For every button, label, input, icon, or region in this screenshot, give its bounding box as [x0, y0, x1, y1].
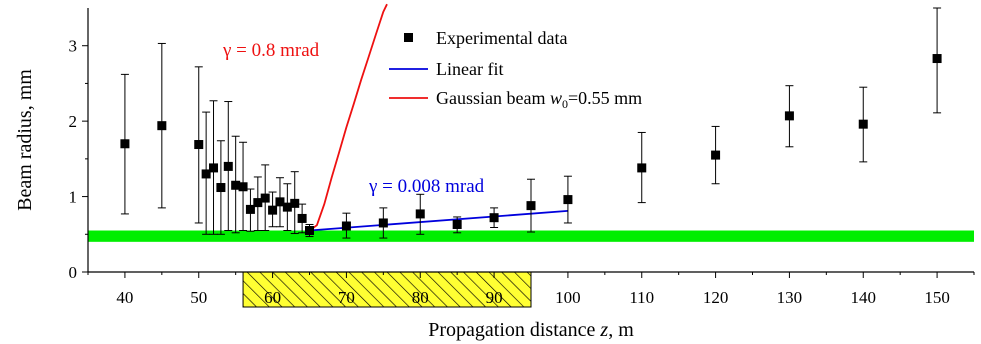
legend-label-experimental: Experimental data [436, 28, 567, 48]
data-point [489, 213, 499, 223]
x-axis-label-main: Propagation distance [428, 319, 600, 341]
x-axis-label-unit: , m [608, 319, 634, 341]
hatched-region [242, 271, 532, 308]
legend-gaussian-var: w [550, 88, 562, 108]
y-tick-label: 3 [69, 37, 78, 56]
data-point [238, 182, 248, 192]
data-point [563, 195, 573, 205]
x-tick-label: 80 [412, 288, 429, 307]
data-point [297, 213, 307, 223]
data-point [415, 209, 425, 219]
data-point [216, 183, 226, 193]
series-layer [120, 3, 942, 239]
data-point [526, 201, 536, 211]
data-point [282, 202, 292, 212]
x-tick-label: 100 [555, 288, 581, 307]
legend-marker-experimental [404, 33, 413, 42]
x-tick-label: 150 [924, 288, 950, 307]
x-tick-label: 60 [264, 288, 281, 307]
data-point [260, 193, 270, 203]
legend: Experimental data Linear fit Gaussian beam… [389, 28, 642, 111]
data-point [223, 161, 233, 171]
x-tick-label: 130 [777, 288, 803, 307]
x-tick-label: 110 [629, 288, 654, 307]
x-axis-label-var: z [599, 319, 608, 341]
y-tick-label: 1 [69, 188, 78, 207]
data-point [275, 197, 285, 207]
data-point [194, 140, 204, 150]
y-tick-label: 2 [69, 112, 78, 131]
data-point [932, 54, 942, 64]
data-point [209, 163, 219, 173]
x-tick-label: 140 [851, 288, 877, 307]
gaussian-beam-curve [308, 3, 388, 232]
linear-fit-line [309, 210, 568, 232]
data-point [253, 198, 263, 208]
x-tick-label: 120 [703, 288, 729, 307]
legend-label-gaussian: Gaussian beam w0=0.55 mm [436, 88, 642, 111]
legend-gaussian-prefix: Gaussian beam [436, 88, 550, 108]
data-point [637, 163, 647, 173]
legend-label-linear: Linear fit [436, 59, 503, 79]
data-point [378, 218, 388, 228]
data-point [201, 169, 211, 179]
y-axis-label: Beam radius, mm [14, 69, 36, 211]
axes-layer: 40 50 60 70 80 90 100 110 120 130 140 150 0 1 2 3 Propag… [14, 8, 975, 341]
x-tick-label: 50 [190, 288, 207, 307]
legend-gaussian-sub: 0 [562, 97, 568, 111]
x-tick-label: 90 [486, 288, 503, 307]
data-point [290, 198, 300, 208]
x-tick-label: 70 [338, 288, 355, 307]
data-point [711, 150, 721, 160]
data-point [268, 205, 278, 215]
data-point [305, 226, 314, 236]
data-point [341, 221, 351, 231]
data-point [452, 219, 462, 229]
annotations-layer: γ = 0.8 mrad γ = 0.008 mrad [222, 40, 485, 197]
data-point [858, 119, 868, 129]
data-point [120, 139, 130, 149]
data-point [231, 180, 241, 190]
y-tick-label: 0 [69, 263, 78, 282]
x-axis-label: Propagation distance z, m [428, 319, 634, 341]
linear-divergence-annotation: γ = 0.008 mrad [368, 176, 485, 197]
x-tick-label: 40 [116, 288, 133, 307]
green-band [88, 230, 974, 242]
data-point [245, 204, 255, 214]
legend-gaussian-suffix: =0.55 mm [568, 88, 642, 108]
data-point [157, 121, 167, 131]
data-point [784, 111, 794, 121]
background-layer [88, 230, 974, 308]
gaussian-divergence-annotation: γ = 0.8 mrad [222, 40, 320, 61]
